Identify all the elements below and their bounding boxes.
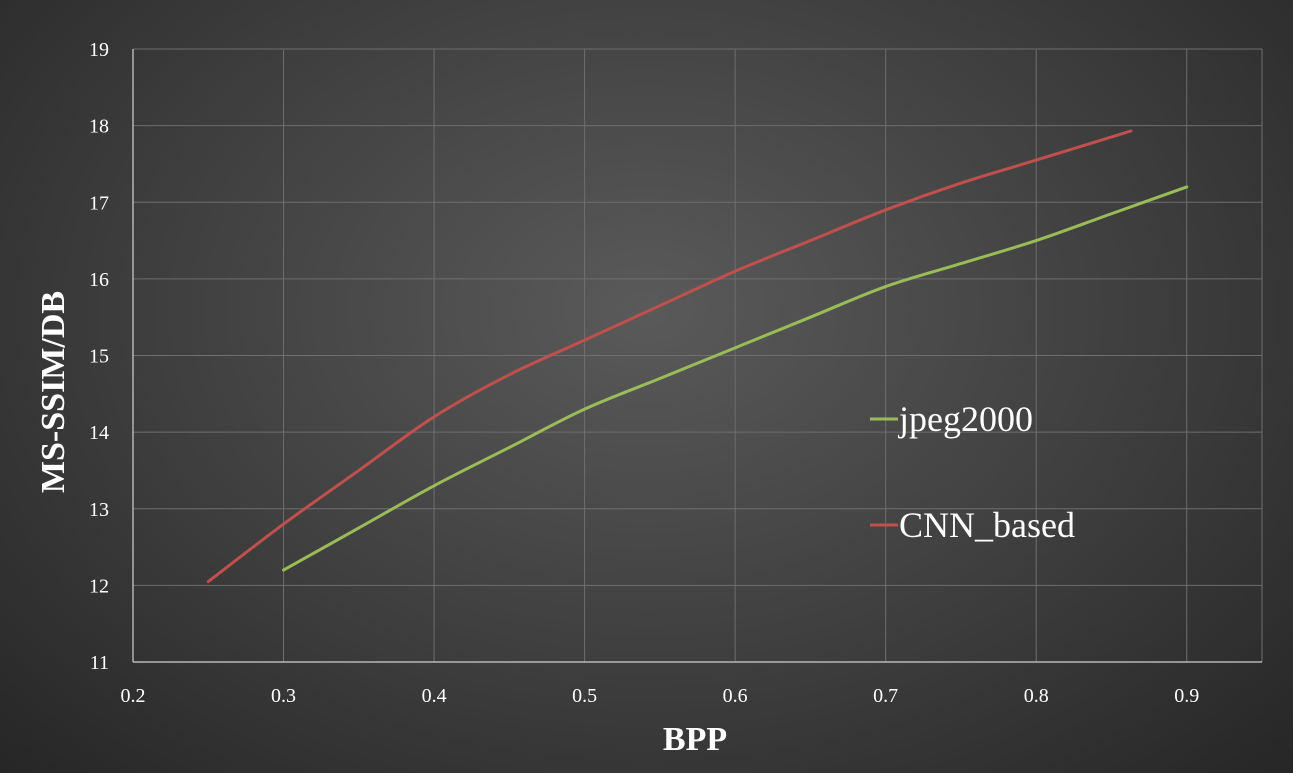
y-tick-label: 14 [89,422,109,444]
y-tick-labels: 11 12 13 14 15 16 17 18 19 [89,39,109,674]
x-tick-label: 0.5 [572,685,597,707]
x-tick-label: 0.3 [271,685,296,707]
y-axis-title: MS-SSIM/DB [35,291,72,493]
legend-label: jpeg2000 [897,399,1033,439]
x-tick-label: 0.6 [723,685,748,707]
y-tick-label: 12 [89,575,109,597]
x-axis-title: BPP [663,721,727,758]
x-tick-label: 0.8 [1024,685,1049,707]
series-line-jpeg2000 [282,185,1189,572]
y-tick-label: 13 [89,499,109,521]
series-line-cnn-based [206,129,1133,584]
legend-label: CNN_based [899,505,1075,545]
y-tick-label: 15 [89,346,109,368]
x-tick-label: 0.7 [873,685,898,707]
legend: jpeg2000 CNN_based [870,399,1075,545]
x-tick-labels: 0.2 0.3 0.4 0.5 0.6 0.7 0.8 0.9 [121,685,1200,707]
x-tick-label: 0.4 [422,685,447,707]
grid [133,48,1263,663]
axes [132,49,1262,663]
y-tick-label: 17 [89,192,109,214]
x-tick-label: 0.9 [1174,685,1199,707]
y-tick-label: 18 [89,116,109,138]
x-tick-label: 0.2 [121,685,146,707]
y-tick-label: 11 [90,652,109,674]
y-tick-label: 16 [89,269,109,291]
y-tick-label: 19 [89,39,109,61]
series-lines [206,129,1189,584]
